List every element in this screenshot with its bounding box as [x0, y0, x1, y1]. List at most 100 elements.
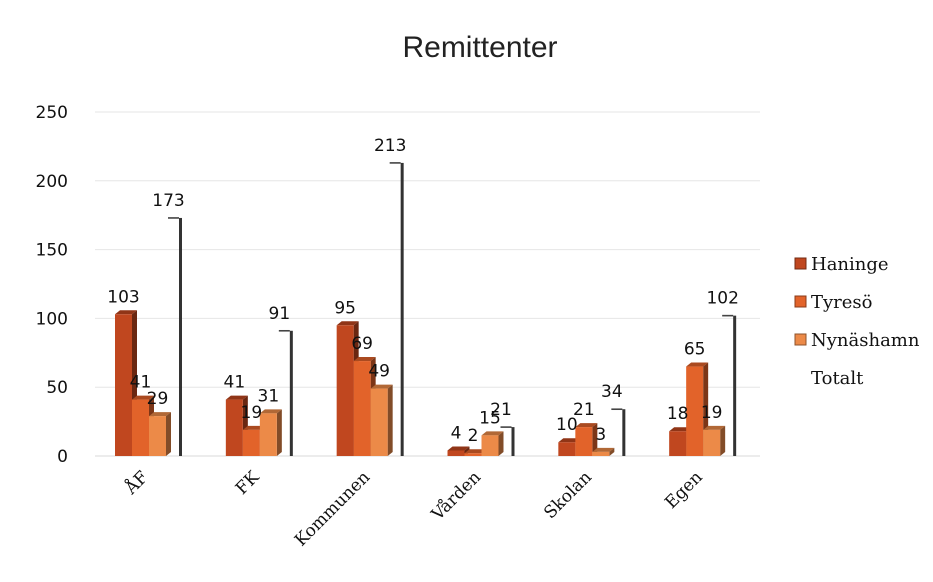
- bar-totalt: [289, 330, 293, 456]
- bar-top: [481, 431, 504, 436]
- legend-entry: Tyresö: [811, 292, 873, 313]
- legend-entry: Haninge: [811, 254, 889, 275]
- bar-tyresö: [132, 399, 149, 456]
- legend-swatch: [794, 257, 807, 270]
- bar-tyresö: [464, 453, 482, 456]
- bar-top: [370, 384, 393, 389]
- data-label: 41: [224, 373, 246, 393]
- category-label: FK: [232, 467, 264, 499]
- bar-nynäshamn: [259, 413, 277, 456]
- bar-side: [609, 447, 615, 456]
- data-label: 173: [152, 191, 184, 211]
- data-label: 21: [573, 400, 595, 420]
- y-axis-ticks: 0 50 100 150 200 250: [36, 103, 68, 467]
- bar-totalt: [733, 315, 737, 456]
- bar-side: [498, 431, 504, 456]
- data-label: 18: [667, 404, 689, 424]
- y-tick-label: 200: [36, 172, 68, 192]
- gridlines: [95, 111, 760, 457]
- bar-nynäshamn: [149, 416, 166, 456]
- bar-tyresö: [575, 427, 593, 456]
- data-label: 41: [130, 373, 152, 393]
- legend-swatch: [794, 333, 807, 346]
- data-label: 29: [147, 389, 169, 409]
- bar-top: [149, 412, 171, 417]
- bar-top: [225, 395, 248, 400]
- bar-nynäshamn: [481, 435, 499, 456]
- bar-totalt: [511, 427, 515, 456]
- data-label: 21: [490, 400, 512, 420]
- data-label: 69: [351, 334, 373, 354]
- legend: Haninge Tyresö Nynäshamn Totalt: [794, 254, 920, 389]
- bar-totalt: [622, 409, 626, 456]
- data-label: 10: [556, 415, 578, 435]
- data-label: 19: [241, 403, 263, 423]
- y-tick-label: 50: [46, 378, 68, 398]
- category-label: ÅF: [120, 467, 153, 500]
- bar-haninge: [669, 431, 687, 456]
- bar-haninge: [225, 399, 243, 456]
- category-label: Egen: [661, 467, 707, 513]
- bar-haninge: [115, 314, 132, 456]
- bar-top: [558, 438, 581, 443]
- bar-top: [132, 395, 154, 400]
- bars: [115, 162, 737, 457]
- x-axis-categories: ÅF FK Kommunen Vården Skolan Egen: [120, 467, 707, 551]
- bar-nynäshamn: [592, 451, 610, 456]
- bar-top: [703, 425, 726, 430]
- data-label: 4: [451, 423, 462, 443]
- bar-top: [353, 357, 376, 362]
- data-label: 2: [468, 426, 479, 446]
- bar-top: [259, 409, 282, 414]
- bar-top: [592, 447, 615, 452]
- bar-side: [592, 423, 598, 456]
- bar-haninge: [336, 325, 354, 456]
- data-label: 102: [706, 289, 738, 309]
- data-label: 95: [334, 298, 356, 318]
- bar-top: [669, 427, 692, 432]
- bar-nynäshamn: [703, 429, 721, 456]
- bar-haninge: [447, 450, 465, 456]
- bar-totalt: [179, 217, 182, 456]
- bar-side: [720, 425, 726, 456]
- data-label: 49: [368, 362, 390, 382]
- legend-entry: Totalt: [811, 368, 864, 389]
- data-label: 34: [601, 382, 623, 402]
- bar-tyresö: [686, 366, 704, 456]
- bar-top: [575, 423, 598, 428]
- data-label: 103: [107, 287, 139, 307]
- data-label: 91: [269, 304, 291, 324]
- bar-top: [464, 449, 487, 454]
- data-label: 15: [479, 408, 501, 428]
- data-label: 65: [684, 340, 706, 360]
- bar-side: [387, 384, 393, 456]
- bar-nynäshamn: [370, 388, 388, 456]
- bar-tyresö: [353, 361, 371, 456]
- chart-title: Remittenter: [402, 31, 557, 64]
- data-label: 19: [701, 403, 723, 423]
- category-label: Vården: [427, 467, 485, 525]
- bar-side: [276, 409, 282, 456]
- bar-tyresö: [242, 429, 260, 456]
- bar-top: [686, 362, 709, 367]
- category-label: Kommunen: [291, 467, 374, 550]
- y-tick-label: 0: [57, 447, 68, 467]
- legend-entry: Nynäshamn: [811, 330, 920, 351]
- bar-side: [166, 412, 171, 456]
- y-tick-label: 100: [36, 309, 68, 329]
- data-label: 3: [595, 425, 606, 445]
- bar-haninge: [558, 442, 576, 456]
- bar-top: [115, 310, 137, 315]
- y-tick-label: 150: [36, 241, 68, 261]
- bar-totalt: [400, 162, 404, 457]
- bar-top: [447, 446, 470, 451]
- data-label: 213: [374, 136, 406, 156]
- data-label: 31: [258, 386, 280, 406]
- bar-top: [336, 321, 359, 326]
- legend-swatch: [794, 295, 807, 308]
- y-tick-label: 250: [36, 103, 68, 123]
- category-label: Skolan: [540, 467, 596, 523]
- bar-top: [242, 425, 265, 430]
